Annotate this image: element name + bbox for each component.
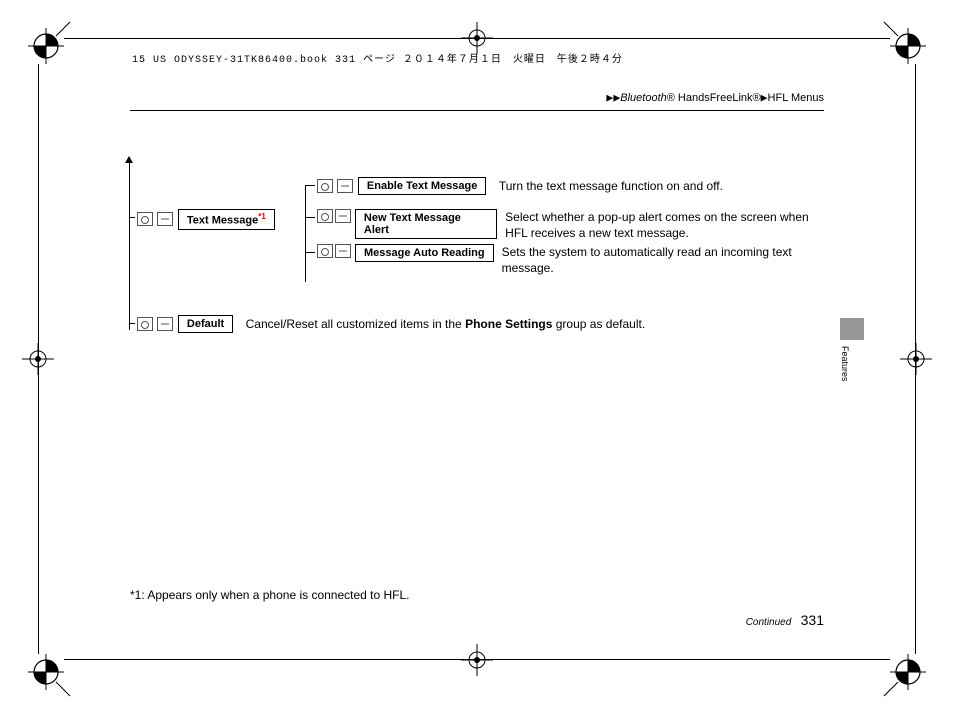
side-label: Features — [840, 346, 850, 382]
enable-box: Enable Text Message — [358, 177, 486, 195]
reg-mid-bottom — [457, 640, 497, 680]
default-bold: Phone Settings — [465, 317, 552, 331]
push-icon — [335, 244, 351, 258]
breadcrumb: ▶▶Bluetooth® HandsFreeLink®▶HFL Menus — [606, 92, 824, 104]
tick-main-1 — [129, 217, 135, 218]
side-tab — [840, 318, 864, 340]
default-post: group as default. — [552, 317, 645, 331]
autoread-box: Message Auto Reading — [355, 244, 494, 262]
file-header-text: 15 US ODYSSEY-31TK86400.book 331 ページ ２０１… — [132, 55, 623, 66]
textmessage-sup: *1 — [258, 212, 266, 221]
push-icon — [157, 212, 173, 226]
alert-box: New Text Message Alert — [355, 209, 497, 239]
continued-label: Continued — [746, 617, 792, 628]
sub-vline — [305, 185, 306, 282]
textmessage-label: Text Message — [187, 215, 258, 227]
default-pre: Cancel/Reset all customized items in the — [246, 317, 465, 331]
reg-mark-2: ® — [753, 92, 761, 104]
reg-mark-1: ® — [667, 92, 675, 104]
push-icon — [157, 317, 173, 331]
breadcrumb-bluetooth: Bluetooth — [620, 92, 666, 104]
row-enable: Enable Text Message Turn the text messag… — [317, 177, 723, 195]
enable-desc: Turn the text message function on and of… — [499, 178, 723, 194]
default-box: Default — [178, 315, 233, 333]
breadcrumb-arrow2: ▶ — [761, 93, 768, 103]
autoread-desc: Sets the system to automatically read an… — [502, 244, 822, 276]
tick-sub-3 — [305, 252, 315, 253]
reg-corner-tl — [18, 18, 74, 74]
row-textmessage: Text Message*1 — [137, 209, 275, 230]
tick-main-2 — [129, 323, 135, 324]
row-autoread: Message Auto Reading Sets the system to … — [317, 244, 822, 276]
push-icon — [335, 209, 351, 223]
breadcrumb-menus: HFL Menus — [768, 92, 824, 104]
alert-desc: Select whether a pop-up alert comes on t… — [505, 209, 824, 241]
row-alert: New Text Message Alert Select whether a … — [317, 209, 824, 241]
reg-corner-br — [880, 644, 936, 700]
reg-mid-left — [18, 339, 58, 379]
tick-sub-1 — [305, 185, 315, 186]
dial-icon — [137, 212, 153, 226]
dial-icon — [317, 179, 333, 193]
footnote: *1: Appears only when a phone is connect… — [130, 588, 410, 602]
push-icon — [337, 179, 353, 193]
file-header: 15 US ODYSSEY-31TK86400.book 331 ページ ２０１… — [132, 50, 623, 66]
breadcrumb-rule — [130, 110, 824, 111]
page-footer: Continued 331 — [746, 612, 824, 628]
breadcrumb-arrow: ▶▶ — [606, 93, 620, 103]
row-default: Default Cancel/Reset all customized item… — [137, 315, 645, 333]
dial-icon — [317, 244, 333, 258]
dial-icon — [317, 209, 333, 223]
breadcrumb-hfl: HandsFreeLink — [675, 92, 753, 104]
reg-corner-tr — [880, 18, 936, 74]
reg-corner-bl — [18, 644, 74, 700]
dial-icon — [137, 317, 153, 331]
main-vline — [129, 160, 130, 330]
vline-arrow-up — [125, 156, 133, 163]
reg-mid-right — [896, 339, 936, 379]
default-desc: Cancel/Reset all customized items in the… — [246, 316, 646, 332]
tick-sub-2 — [305, 217, 315, 218]
textmessage-box: Text Message*1 — [178, 209, 275, 230]
page-number: 331 — [801, 612, 824, 628]
